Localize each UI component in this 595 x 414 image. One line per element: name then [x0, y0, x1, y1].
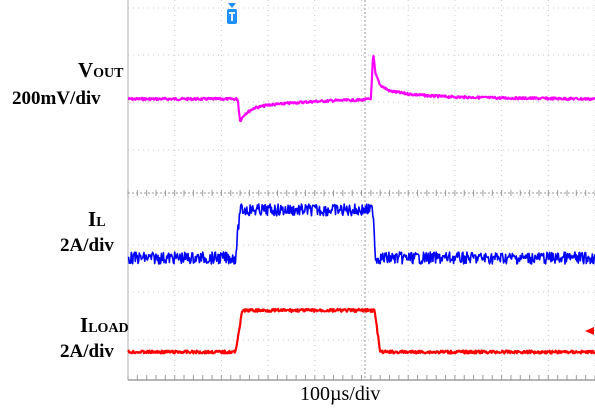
iload-label: ILOAD	[80, 313, 129, 337]
plot-grid	[127, 0, 595, 381]
level-marker-arrow	[585, 327, 594, 335]
trigger-marker-arrow	[228, 3, 236, 8]
vout-label: VOUT	[78, 58, 124, 82]
plot-markers	[227, 3, 594, 335]
trace-iload	[127, 307, 595, 355]
trigger-marker-glyph	[229, 12, 235, 21]
il-scale-label: 2A/div	[60, 235, 114, 256]
trace-vout	[127, 54, 595, 123]
trace-il	[127, 203, 595, 265]
x-axis-label: 100µs/div	[300, 383, 381, 405]
plot-traces	[127, 54, 595, 355]
vout-scale-label: 200mV/div	[12, 88, 101, 109]
iload-scale-label: 2A/div	[60, 341, 114, 362]
il-label: IL	[88, 207, 106, 231]
